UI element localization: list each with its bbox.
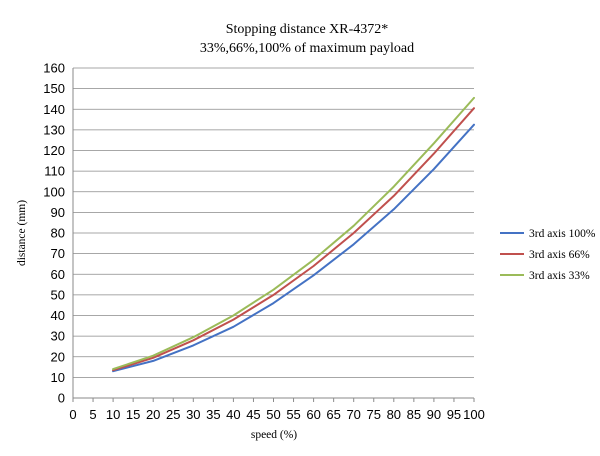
gridlines: [73, 67, 474, 399]
x-tick-label: 90: [427, 407, 441, 422]
x-tick-label: 70: [346, 407, 360, 422]
y-axis-ticks: 0 10 20 30 40 50 60 70 80 90 100 110 120 130 140 150 160: [43, 61, 65, 406]
y-tick-label: 90: [51, 205, 65, 220]
x-tick-label: 60: [306, 407, 320, 422]
x-tick-label: 50: [266, 407, 280, 422]
y-tick-label: 140: [43, 102, 65, 117]
series-line-1: [112, 123, 475, 373]
y-tick-label: 30: [51, 329, 65, 344]
x-tick-label: 55: [286, 407, 300, 422]
y-tick-label: 0: [58, 391, 65, 406]
y-axis-label: distance (mm): [16, 200, 28, 266]
y-tick-label: 20: [51, 349, 65, 364]
x-tick-label: 80: [387, 407, 401, 422]
legend-label: 3rd axis 66%: [529, 249, 590, 261]
chart-subtitle: 33%,66%,100% of maximum payload: [200, 41, 414, 56]
series-line-2: [112, 107, 475, 372]
plot-area-series: [112, 96, 475, 373]
y-tick-label: 160: [43, 61, 65, 76]
y-tick-label: 70: [51, 246, 65, 261]
y-tick-label: 10: [51, 370, 65, 385]
legend-label: 3rd axis 100%: [529, 228, 596, 240]
y-tick-label: 110: [44, 164, 65, 179]
y-tick-label: 60: [51, 267, 65, 282]
y-tick-label: 50: [51, 287, 65, 302]
x-tick-label: 0: [69, 407, 76, 422]
y-tick-label: 130: [43, 122, 65, 137]
x-tick-label: 40: [226, 407, 240, 422]
y-tick-label: 80: [51, 226, 65, 241]
x-tick-label: 25: [166, 407, 180, 422]
x-tick-label: 15: [126, 407, 140, 422]
x-tick-label: 5: [89, 407, 96, 422]
y-tick-label: 40: [51, 308, 65, 323]
x-tick-label: 30: [186, 407, 200, 422]
chart-title: Stopping distance XR-4372*: [226, 22, 389, 37]
x-tick-label: 45: [246, 407, 260, 422]
y-tick-label: 150: [43, 81, 65, 96]
x-tick-label: 35: [206, 407, 220, 422]
y-tick-label: 120: [43, 143, 65, 158]
x-tick-label: 65: [326, 407, 340, 422]
x-axis-ticks: 0 5 10 15 20 25 30 35 40 45 50 55 60 65 70 75 80 85 90 95 10…: [69, 398, 485, 422]
legend: 3rd axis 100% 3rd axis 66% 3rd axis 33%: [500, 228, 596, 282]
series-line-3: [112, 96, 475, 371]
x-tick-label: 75: [367, 407, 381, 422]
x-tick-label: 85: [407, 407, 421, 422]
y-tick-label: 100: [43, 184, 65, 199]
x-tick-label: 100: [463, 407, 485, 422]
x-tick-label: 20: [146, 407, 160, 422]
x-tick-label: 95: [447, 407, 461, 422]
x-axis-label: speed (%): [251, 429, 297, 441]
legend-label: 3rd axis 33%: [529, 270, 590, 282]
x-tick-label: 10: [106, 407, 120, 422]
